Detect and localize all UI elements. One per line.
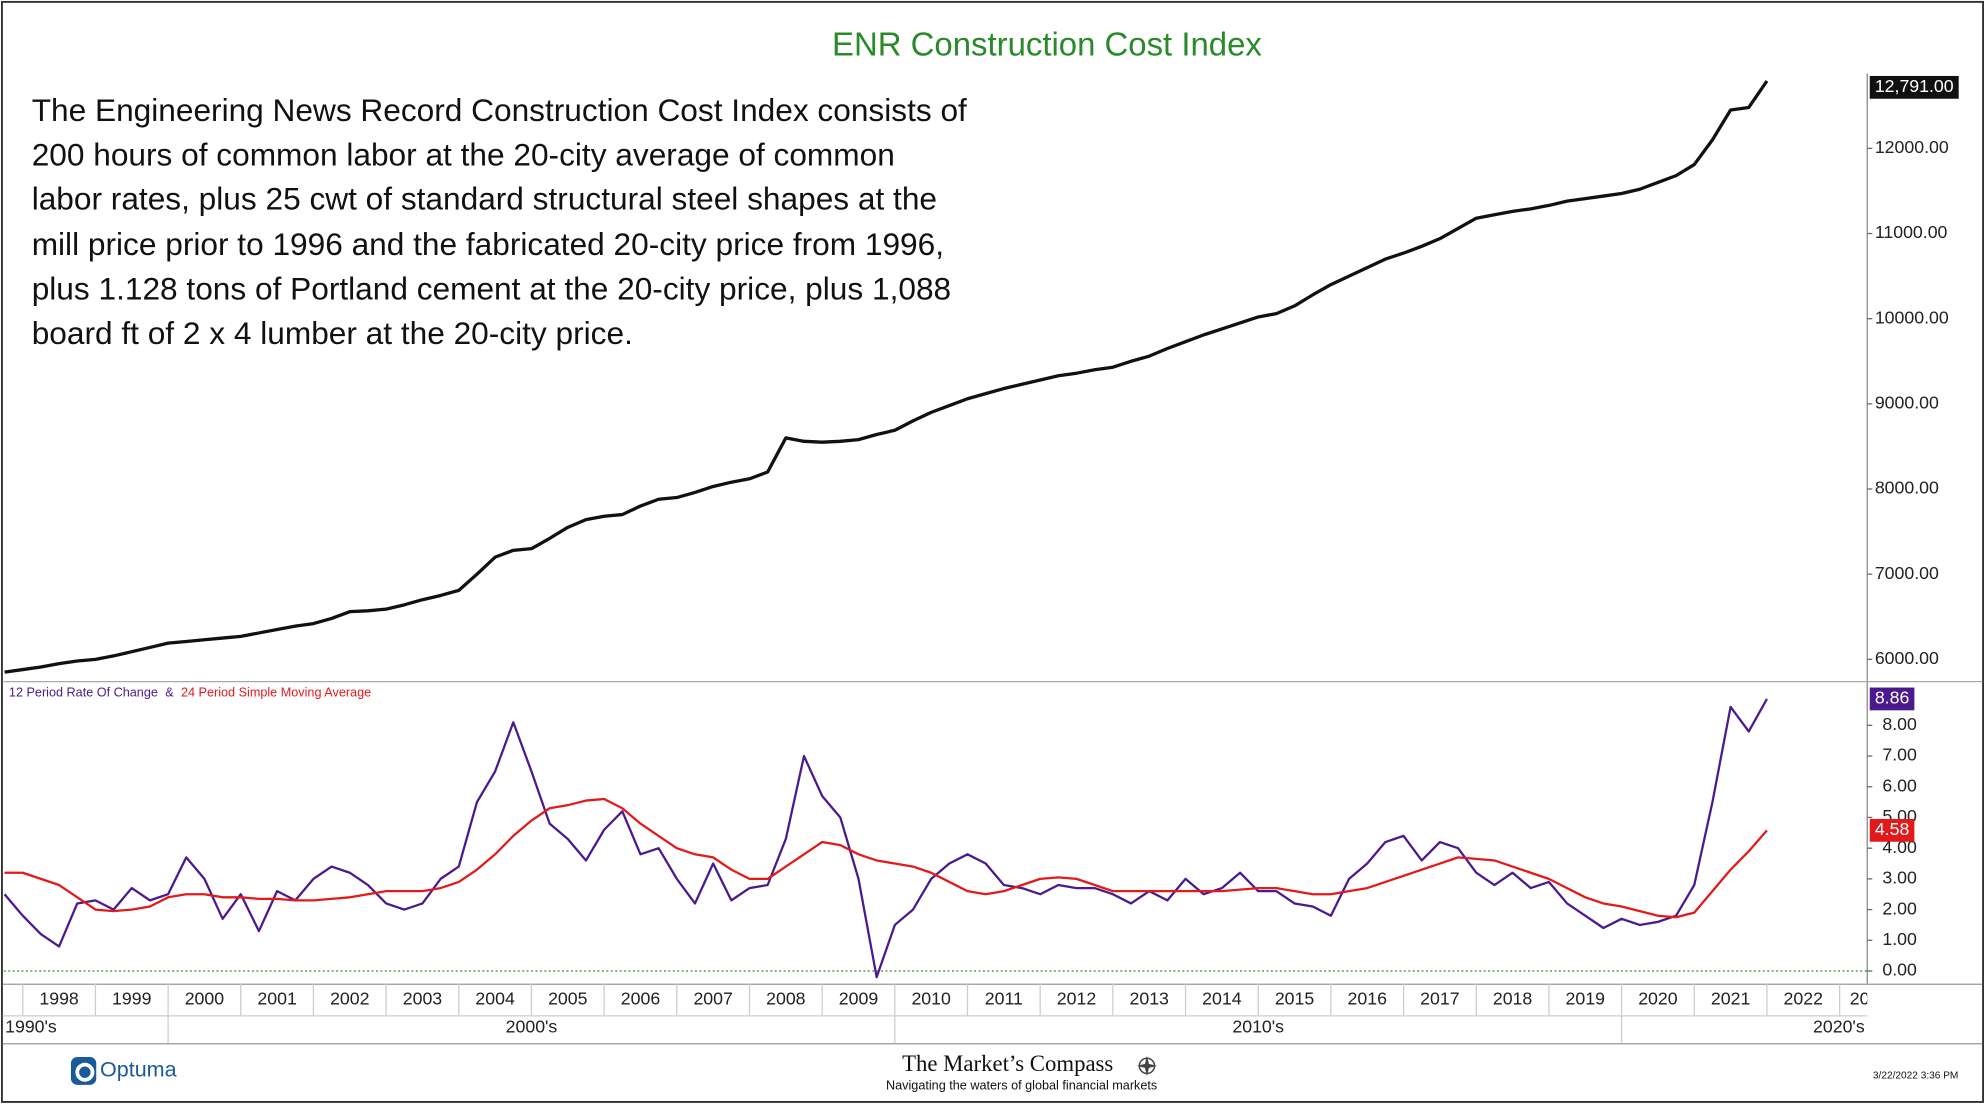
series-line: [4, 80, 1769, 674]
y-tick-label: 8000.00: [1875, 478, 1939, 498]
x-tick-label: 2007: [693, 989, 732, 1009]
x-tick-label: 2019: [1566, 989, 1606, 1009]
y-tick-label: 11000.00: [1875, 222, 1948, 242]
description-line: plus 1.128 tons of Portland cement at th…: [32, 271, 951, 307]
y-tick-label: 10000.00: [1875, 307, 1949, 327]
compass-needle: [1136, 1055, 1158, 1076]
decade-label: 2020's: [1813, 1017, 1865, 1037]
legend-separator: &: [165, 686, 174, 700]
x-tick-label: 2013: [1129, 989, 1169, 1009]
last-value-label: 12,791.00: [1875, 76, 1954, 96]
x-tick-label: 2005: [548, 989, 588, 1009]
description-line: 200 hours of common labor at the 20-city…: [32, 136, 895, 172]
legend-entry: 12 Period Rate Of Change: [9, 686, 158, 700]
description-line: board ft of 2 x 4 lumber at the 20-city …: [32, 315, 633, 351]
last-value-box: [1869, 75, 1959, 99]
description-line: The Engineering News Record Construction…: [32, 92, 967, 128]
x-tick-label: 2017: [1420, 989, 1459, 1009]
x-tick-label: 2016: [1348, 989, 1388, 1009]
y2-tick-label: 4.00: [1882, 837, 1917, 857]
brand: The Market’s Compass: [902, 1051, 1113, 1076]
y2-tick-label: 6.00: [1882, 775, 1917, 795]
x-tick-label: 2009: [839, 989, 879, 1009]
series-line: [3, 698, 1768, 979]
decade-label: 2000's: [506, 1017, 558, 1037]
last-value-box: [1869, 687, 1915, 711]
x-tick-label: 2022: [1784, 989, 1823, 1009]
y2-tick-label: 2.00: [1882, 898, 1917, 918]
x-tick-label: 2001: [257, 989, 296, 1009]
x-tick-label: 2018: [1493, 989, 1533, 1009]
last-value-label: 8.86: [1875, 688, 1910, 708]
x-tick-label: 2014: [1202, 989, 1242, 1009]
x-tick-label: 20: [1850, 989, 1870, 1009]
last-value-box: [1869, 818, 1915, 842]
logo-icon-ring: [75, 1062, 95, 1082]
y-tick-label: 6000.00: [1875, 648, 1939, 668]
year-row: 1998 1999 2000 2001 2002 2003 2004 2005 2006 2007…: [22, 983, 1870, 1016]
y2-tick-label: 7.00: [1882, 745, 1917, 765]
x-tick-label: 2006: [621, 989, 661, 1009]
logo-text: Optuma: [100, 1058, 177, 1082]
x-tick-label: 2021: [1711, 989, 1750, 1009]
x-tick-label: 2002: [330, 989, 369, 1009]
y-tick-label: 9000.00: [1875, 393, 1939, 413]
x-tick-label: 2000: [185, 989, 225, 1009]
y2-tick-label: 0.00: [1882, 960, 1917, 980]
y2-tick-label: 3.00: [1882, 868, 1917, 888]
tagline: Navigating the waters of global financia…: [886, 1078, 1157, 1092]
plot-area: [3, 80, 1769, 979]
x-tick-label: 1999: [112, 989, 152, 1009]
x-tick-label: 2015: [1275, 989, 1315, 1009]
x-tick-label: 2020: [1638, 989, 1678, 1009]
footer: Optuma The Market’s Compass Navigating t…: [70, 1051, 1958, 1092]
description-line: labor rates, plus 25 cwt of standard str…: [32, 181, 937, 217]
x-tick-label: 1998: [39, 989, 79, 1009]
y2-tick-label: 1.00: [1882, 929, 1917, 949]
timestamp: 3/22/2022 3:36 PM: [1873, 1071, 1958, 1082]
x-tick-label: 2011: [985, 989, 1023, 1009]
description-line: mill price prior to 1996 and the fabrica…: [32, 226, 944, 262]
y2-tick-label: 8.00: [1882, 714, 1917, 734]
series-line: [4, 797, 1768, 919]
y-tick-label: 7000.00: [1875, 563, 1939, 583]
decade-label: 2010's: [1232, 1017, 1284, 1037]
y-tick-label: 12000.00: [1875, 137, 1949, 157]
chart-title: ENR Construction Cost Index: [832, 26, 1262, 63]
legend: 12 Period Rate Of Change & 24 Period Sim…: [9, 686, 371, 700]
x-tick-label: 2004: [475, 989, 515, 1009]
decade-label: 1990's: [5, 1017, 57, 1037]
x-tick-label: 2010: [911, 989, 951, 1009]
description: The Engineering News Record Construction…: [32, 92, 967, 351]
legend-entry: 24 Period Simple Moving Average: [181, 686, 371, 700]
x-tick-label: 2008: [766, 989, 806, 1009]
x-tick-label: 2012: [1057, 989, 1096, 1009]
last-value-label: 4.58: [1875, 819, 1910, 839]
x-tick-label: 2003: [403, 989, 443, 1009]
